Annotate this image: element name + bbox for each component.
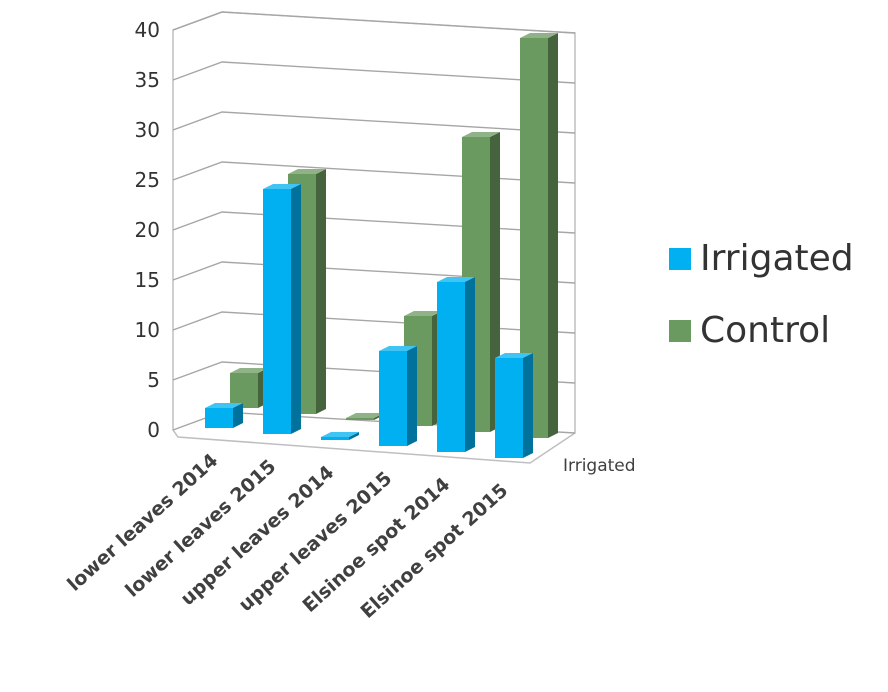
- bars: [205, 33, 558, 458]
- legend-label: Irrigated: [700, 238, 854, 279]
- bar-control: [520, 33, 558, 438]
- bar-irrigated: [495, 353, 533, 458]
- bar-irrigated: [205, 403, 243, 428]
- gridline: [172, 311, 576, 334]
- bar-irrigated: [379, 346, 417, 446]
- y-tick-label: 40: [135, 18, 160, 42]
- y-tick-label: 5: [147, 368, 160, 392]
- gridline: [172, 261, 576, 284]
- gridline: [172, 211, 576, 234]
- y-tick-label: 10: [135, 318, 160, 342]
- gridline: [172, 161, 576, 184]
- y-tick-label: 20: [135, 218, 160, 242]
- y-tick-label: 30: [135, 118, 160, 142]
- bar-control: [230, 368, 268, 408]
- gridline: [172, 11, 576, 34]
- legend-label: Control: [700, 310, 830, 351]
- legend-swatch: [669, 320, 691, 342]
- y-tick-label: 15: [135, 268, 160, 292]
- legend: Irrigated Control: [669, 238, 854, 351]
- y-tick-label: 25: [135, 168, 160, 192]
- bar-irrigated: [437, 277, 475, 452]
- legend-swatch: [669, 248, 691, 270]
- y-tick-label: 35: [135, 68, 160, 92]
- bar-control: [346, 413, 384, 420]
- y-axis-ticks: 0 5 10 15 20 25 30 35 40: [135, 18, 160, 442]
- y-tick-label: 0: [147, 418, 160, 442]
- depth-axis-label: Irrigated: [563, 456, 636, 476]
- bar-irrigated: [263, 184, 301, 434]
- gridlines: [172, 11, 576, 434]
- gridline: [172, 111, 576, 134]
- gridline: [172, 61, 576, 84]
- bar-irrigated: [321, 432, 359, 440]
